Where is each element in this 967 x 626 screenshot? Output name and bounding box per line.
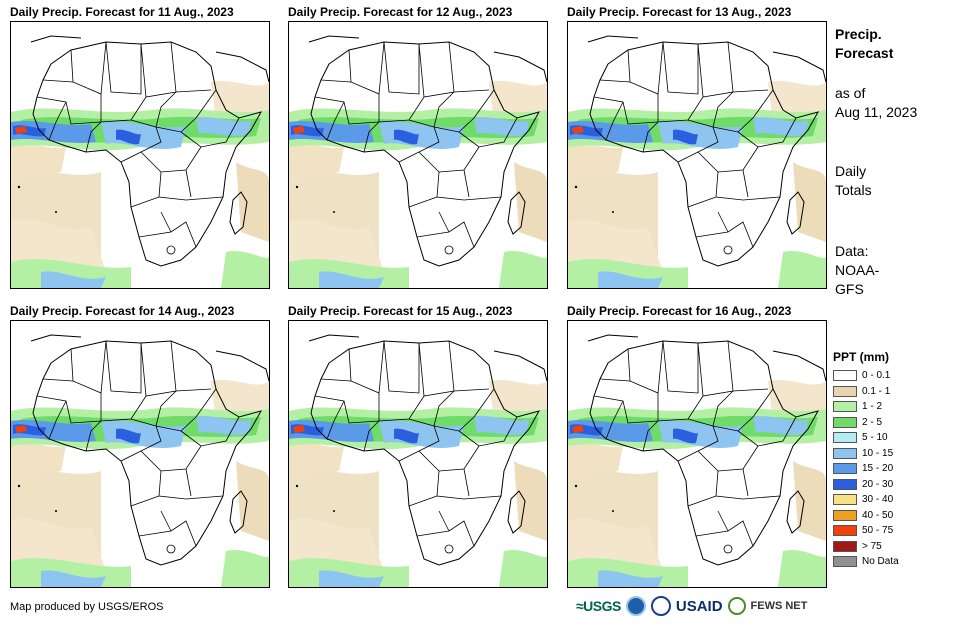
data-line3: GFS [835,281,864,297]
panel-1: Daily Precip. Forecast for 11 Aug., 2023 [10,5,270,289]
legend-swatch [833,385,857,397]
precip-map[interactable] [567,21,827,289]
legend-swatch [833,416,857,428]
sidebar-asof: as of Aug 11, 2023 [835,84,917,122]
legend-label: 2 - 5 [862,416,883,428]
sidebar-data-source: Data: NOAA- GFS [835,242,879,299]
panel-5: Daily Precip. Forecast for 15 Aug., 2023 [288,304,548,588]
legend-row: > 75 [833,539,899,555]
asof-label: as of [835,85,866,101]
map-credit: Map produced by USGS/EROS [10,601,164,613]
legend-row: 40 - 50 [833,508,899,524]
totals-line2: Totals [835,182,872,198]
fews-globe-icon [727,597,746,615]
legend-label: 1 - 2 [862,401,883,413]
precip-map[interactable] [10,320,270,588]
legend-label: 5 - 10 [862,432,888,444]
legend-label: 10 - 15 [862,447,894,459]
legend-label: 20 - 30 [862,478,894,490]
panel-title: Daily Precip. Forecast for 13 Aug., 2023 [567,5,792,19]
legend-swatch [833,401,857,413]
data-line2: NOAA- [835,262,880,278]
legend-swatch [833,556,857,568]
legend-row: 0 - 0.1 [833,368,899,384]
legend-swatch [833,463,857,475]
legend-swatch [833,447,857,459]
panel-2: Daily Precip. Forecast for 12 Aug., 2023 [288,5,548,289]
legend-label: 15 - 20 [862,463,894,475]
legend-row: No Data [833,554,899,570]
legend-row: 2 - 5 [833,415,899,431]
legend-row: 10 - 15 [833,446,899,462]
panel-title: Daily Precip. Forecast for 14 Aug., 2023 [10,304,235,318]
legend-swatch [833,509,857,521]
legend-row: 1 - 2 [833,399,899,415]
legend-row: 5 - 10 [833,430,899,446]
legend-swatch [833,370,857,382]
legend-label: 50 - 75 [862,525,894,537]
legend-label: > 75 [862,540,882,552]
panel-title: Daily Precip. Forecast for 16 Aug., 2023 [567,304,792,318]
legend-swatch [833,494,857,506]
fews-net-logo: FEWS NET [750,600,808,612]
totals-line1: Daily [835,163,867,179]
partner-logos: ≈USGS USAID FEWS NET [576,596,807,616]
sidebar-title-line1: Precip. [835,26,882,42]
precip-map[interactable] [288,21,548,289]
legend-row: 0.1 - 1 [833,384,899,400]
precip-map[interactable] [10,21,270,289]
legend-label: 30 - 40 [862,494,894,506]
legend-label: 40 - 50 [862,509,894,521]
panel-title: Daily Precip. Forecast for 12 Aug., 2023 [288,5,513,19]
legend-label: 0.1 - 1 [862,385,891,397]
seal-logo-icon [650,596,671,616]
panel-4: Daily Precip. Forecast for 14 Aug., 2023 [10,304,270,588]
legend-swatch [833,432,857,444]
legend-swatch [833,478,857,490]
legend-label: No Data [862,556,899,568]
panel-title: Daily Precip. Forecast for 11 Aug., 2023 [10,5,234,19]
ppt-legend: PPT (mm) 0 - 0.1 0.1 - 1 1 - 2 2 - 5 5 - 10 1… [833,350,899,570]
sidebar-totals: Daily Totals [835,162,872,200]
legend-title: PPT (mm) [833,350,890,364]
legend-swatch [833,540,857,552]
legend-row: 30 - 40 [833,492,899,508]
legend-swatch [833,525,857,537]
precip-map[interactable] [567,320,827,588]
sidebar-title: Precip. Forecast [835,25,893,63]
usaid-logo: USAID [675,597,723,615]
usgs-logo: ≈USGS [576,598,621,614]
sidebar-title-line2: Forecast [835,45,894,61]
panel-6: Daily Precip. Forecast for 16 Aug., 2023 [567,304,827,588]
panel-title: Daily Precip. Forecast for 15 Aug., 2023 [288,304,513,318]
legend-row: 15 - 20 [833,461,899,477]
panel-3: Daily Precip. Forecast for 13 Aug., 2023 [567,5,827,289]
precip-map[interactable] [288,320,548,588]
legend-row: 50 - 75 [833,523,899,539]
legend-row: 20 - 30 [833,477,899,493]
noaa-logo-icon [625,596,646,616]
asof-date: Aug 11, 2023 [835,104,918,120]
data-line1: Data: [835,243,869,259]
legend-rows: 0 - 0.1 0.1 - 1 1 - 2 2 - 5 5 - 10 10 - 15 15 … [833,368,899,570]
legend-label: 0 - 0.1 [862,370,891,382]
